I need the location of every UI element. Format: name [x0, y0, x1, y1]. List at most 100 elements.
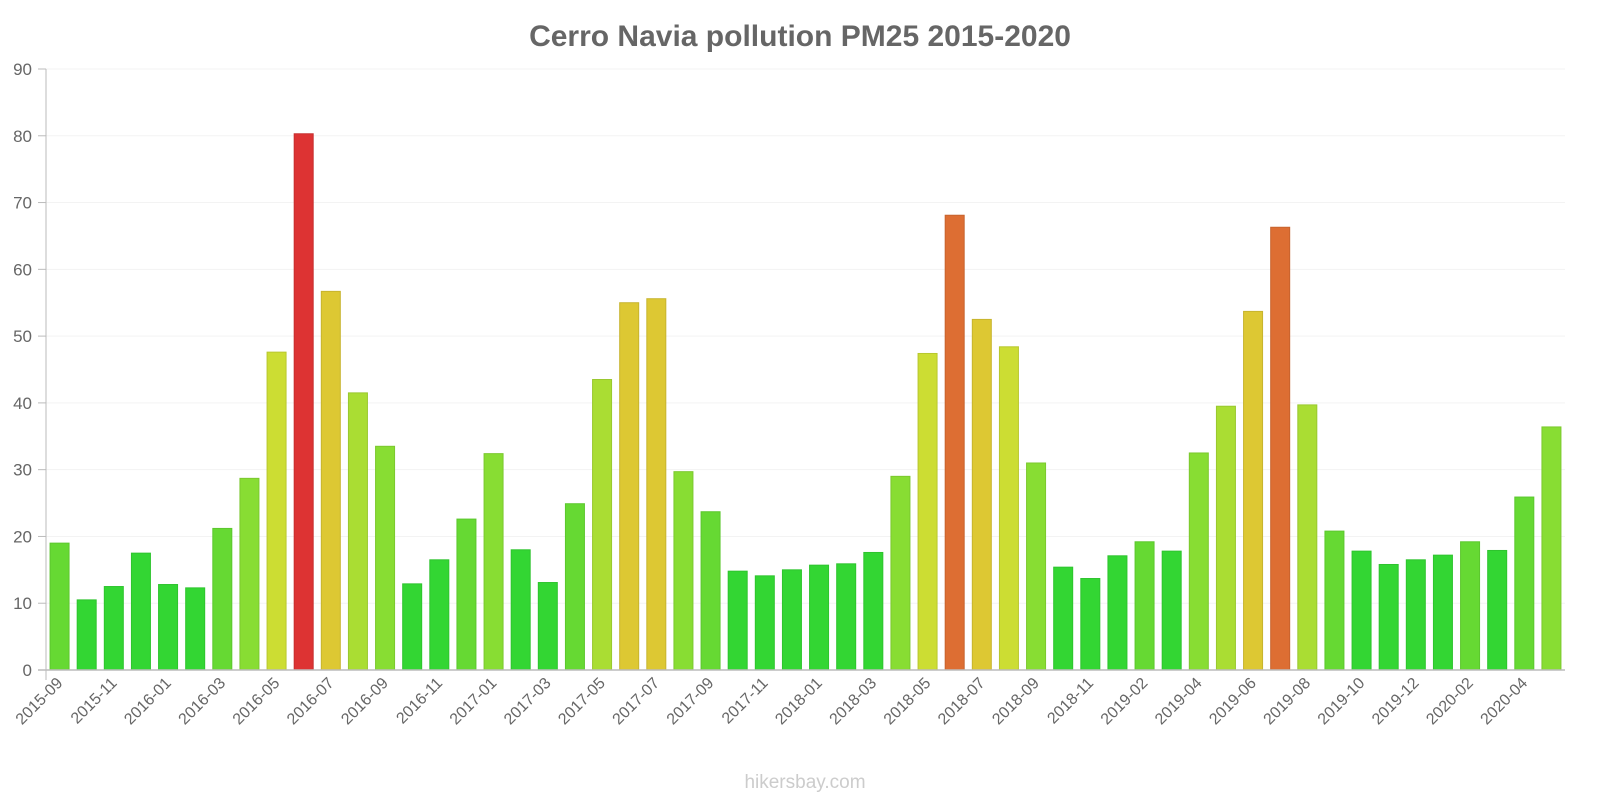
x-tick-label: 2016-03 — [176, 675, 230, 729]
bar-2018-10 — [1053, 566, 1074, 671]
bar-2016-12 — [456, 518, 477, 671]
bar-2018-04 — [890, 475, 911, 671]
x-tick-label: 2018-03 — [827, 675, 881, 729]
bar-2019-02 — [1134, 541, 1155, 671]
bar-2018-07 — [971, 318, 992, 671]
y-tick-label: 70 — [13, 194, 32, 213]
chart-title: Cerro Navia pollution PM25 2015-2020 — [529, 20, 1071, 53]
bar-2019-01 — [1107, 555, 1128, 671]
y-tick-label: 90 — [13, 60, 32, 79]
bar-2015-09 — [49, 542, 70, 671]
bar-2020-04 — [1514, 496, 1535, 671]
x-tick-label: 2019-02 — [1098, 675, 1152, 729]
x-tick-label: 2016-05 — [230, 675, 284, 729]
x-tick-label: 2019-12 — [1369, 675, 1423, 729]
bar-2019-10 — [1351, 550, 1372, 671]
bar-2019-06 — [1243, 310, 1264, 671]
bar-2019-08 — [1297, 404, 1318, 671]
bar-2017-02 — [510, 549, 531, 671]
bar-2020-05 — [1541, 426, 1562, 671]
bar-2017-05 — [592, 379, 613, 671]
bar-2020-01 — [1432, 554, 1453, 671]
bar-2015-12 — [130, 552, 151, 671]
x-tick-label: 2019-06 — [1206, 675, 1260, 729]
bar-2016-05 — [266, 351, 287, 671]
y-tick-label: 60 — [13, 260, 32, 279]
x-tick-label: 2016-01 — [121, 675, 175, 729]
bar-2016-02 — [185, 587, 206, 671]
x-tick-label: 2017-03 — [501, 675, 555, 729]
x-tick-label: 2019-10 — [1315, 675, 1369, 729]
x-tick-label: 2017-01 — [447, 675, 501, 729]
bar-2016-07 — [320, 290, 341, 671]
bar-2015-11 — [103, 586, 124, 671]
x-tick-label: 2017-07 — [610, 675, 664, 729]
bar-2017-07 — [646, 298, 667, 671]
x-tick-label: 2018-05 — [881, 675, 935, 729]
bar-2020-02 — [1460, 541, 1481, 671]
bar-2016-03 — [212, 527, 233, 671]
bar-2018-02 — [836, 563, 857, 671]
bar-2017-09 — [700, 511, 721, 671]
bar-2018-09 — [1026, 462, 1047, 671]
bar-2017-03 — [537, 582, 558, 671]
x-tick-label: 2018-09 — [989, 675, 1043, 729]
bar-2016-08 — [347, 392, 368, 671]
axes: 0 10 20 30 40 50 60 70 80 90 — [13, 60, 1565, 680]
x-tick-label: 2020-02 — [1423, 675, 1477, 729]
y-tick-label: 0 — [23, 661, 32, 680]
x-tick-label: 2017-09 — [664, 675, 718, 729]
x-tick-label: 2018-11 — [1044, 675, 1097, 728]
x-tick-label: 2016-11 — [393, 675, 446, 728]
y-tick-label: 30 — [13, 461, 32, 480]
bar-2017-11 — [754, 575, 775, 671]
x-tick-label: 2016-09 — [338, 675, 392, 729]
bar-2016-11 — [429, 559, 450, 671]
y-tick-label: 20 — [13, 527, 32, 546]
bar-2018-11 — [1080, 578, 1101, 671]
bar-2019-03 — [1161, 550, 1182, 671]
bar-2020-03 — [1487, 549, 1508, 671]
y-tick-label: 80 — [13, 127, 32, 146]
bar-2019-12 — [1405, 559, 1426, 671]
bar-2018-03 — [863, 551, 884, 671]
bar-2016-04 — [239, 477, 260, 671]
x-tick-label: 2020-04 — [1478, 675, 1532, 729]
x-tick-label: 2019-04 — [1152, 675, 1206, 729]
bar-2017-12 — [781, 569, 802, 671]
x-tick-label: 2015-11 — [68, 675, 121, 728]
y-tick-label: 50 — [13, 327, 32, 346]
bar-2019-09 — [1324, 530, 1345, 671]
bar-2018-08 — [998, 346, 1019, 671]
bar-2018-01 — [809, 564, 830, 671]
bar-2019-11 — [1378, 563, 1399, 671]
x-tick-label: 2017-11 — [719, 675, 772, 728]
bar-2016-10 — [402, 583, 423, 671]
bar-2017-06 — [619, 302, 640, 671]
bars — [49, 133, 1562, 671]
watermark: hikersbay.com — [744, 772, 865, 793]
bar-2015-10 — [76, 599, 97, 671]
bar-2018-06 — [944, 214, 965, 671]
bar-2016-09 — [375, 445, 396, 671]
bar-2017-01 — [483, 453, 504, 671]
x-tick-label: 2018-07 — [935, 675, 989, 729]
x-tick-label: 2017-05 — [555, 675, 609, 729]
x-tick-label: 2015-09 — [13, 675, 67, 729]
bar-2017-08 — [673, 471, 694, 671]
y-tick-label: 10 — [13, 594, 32, 613]
bar-2019-04 — [1188, 452, 1209, 671]
x-tick-labels: 2015-09 2015-11 2016-01 2016-03 2016-05 2016-… — [13, 675, 1531, 729]
x-tick-label: 2018-01 — [772, 675, 826, 729]
bar-2017-10 — [727, 570, 748, 671]
bar-2018-05 — [917, 352, 938, 671]
bar-2016-01 — [158, 584, 179, 671]
bar-2016-06 — [293, 133, 314, 671]
x-tick-label: 2019-08 — [1261, 675, 1315, 729]
bar-2019-05 — [1215, 405, 1236, 671]
y-tick-label: 40 — [13, 394, 32, 413]
bar-2019-07 — [1270, 226, 1291, 671]
x-tick-label: 2016-07 — [284, 675, 338, 729]
bar-2017-04 — [564, 503, 585, 671]
